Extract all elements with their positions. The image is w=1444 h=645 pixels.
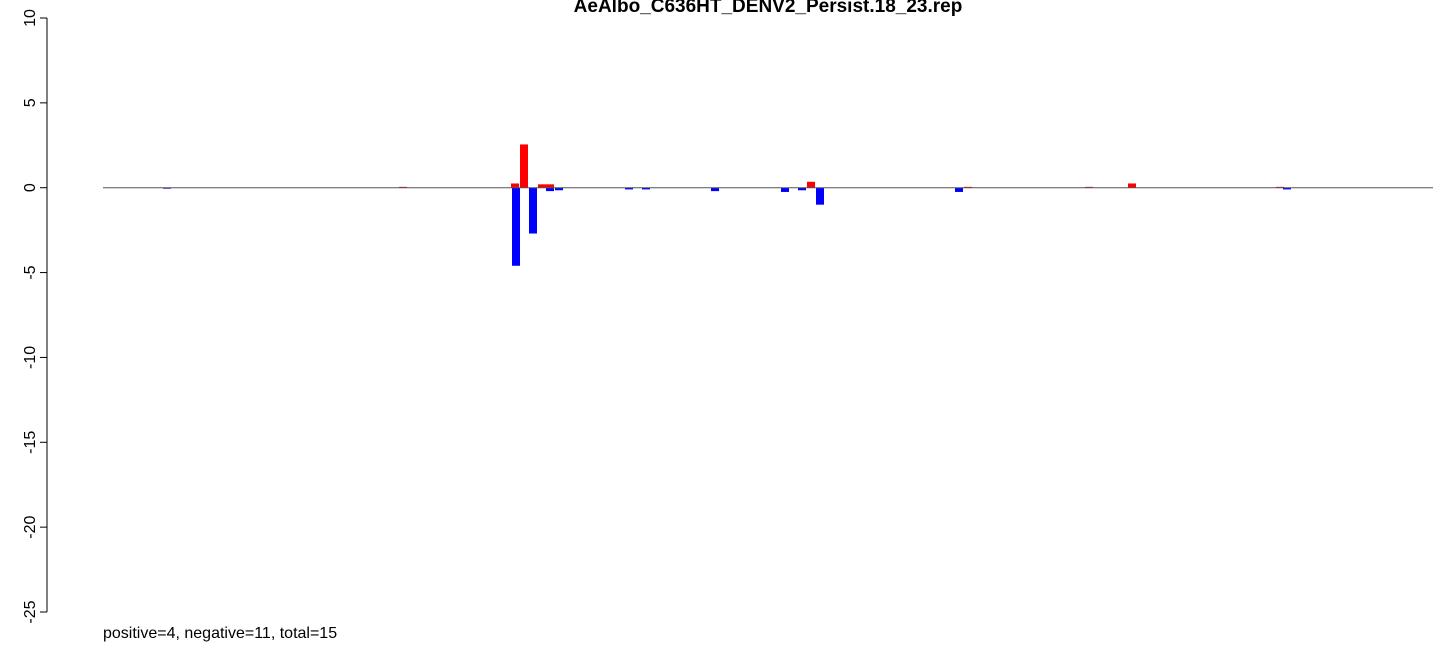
bar xyxy=(538,184,546,188)
bar xyxy=(555,187,563,191)
chart-title: AeAlbo_C636HT_DENV2_Persist.18_23.rep xyxy=(574,0,963,17)
y-tick-label: -10 xyxy=(22,346,39,369)
bar xyxy=(711,187,719,192)
bar xyxy=(1128,183,1136,188)
y-tick-label: -25 xyxy=(22,600,39,623)
bar xyxy=(816,187,824,205)
y-tick-label: -5 xyxy=(22,265,39,279)
bar xyxy=(798,187,806,191)
bar xyxy=(955,187,963,192)
y-tick-label: -15 xyxy=(22,431,39,454)
y-tick-label: -20 xyxy=(22,515,39,538)
bar xyxy=(807,181,815,188)
y-tick-label: 0 xyxy=(22,183,39,192)
bar xyxy=(512,187,520,266)
annotation: positive=4, negative=11, total=15 xyxy=(103,625,337,642)
bar xyxy=(625,187,633,190)
bar xyxy=(529,187,537,234)
bar xyxy=(546,184,554,188)
bar xyxy=(546,187,554,192)
bar xyxy=(520,144,528,188)
y-tick-label: 5 xyxy=(22,98,39,107)
y-tick-label: 10 xyxy=(22,9,39,27)
bar xyxy=(1283,187,1291,190)
bar xyxy=(781,187,789,192)
bar xyxy=(642,187,650,190)
bar xyxy=(511,183,519,188)
